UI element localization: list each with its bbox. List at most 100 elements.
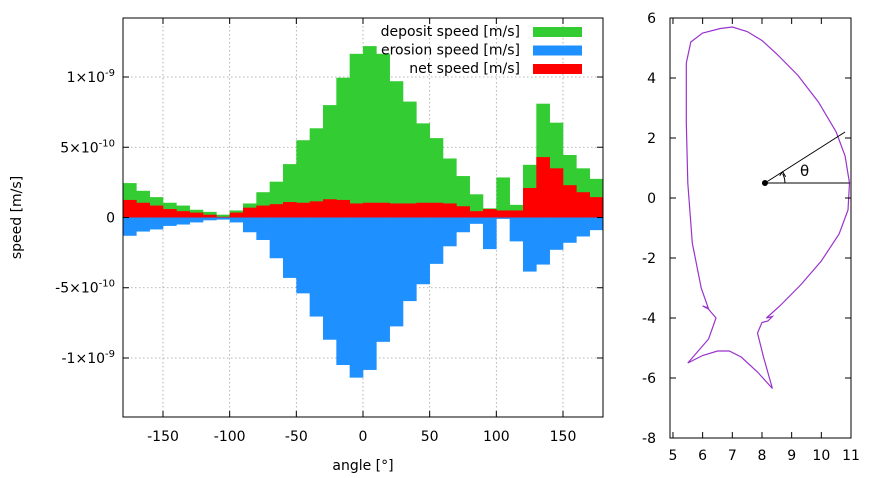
bar [563,217,577,243]
histogram-chart: -150 -100 -50 0 50 100 150 1×10-9 5×10-10 0 -5×10-… [9,17,604,474]
bar [389,203,404,218]
y-tick-label: 5×10-10 [60,138,115,156]
x-tick-label: 10 [812,448,830,464]
y-tick-label: 0 [647,191,656,207]
bar [429,138,444,218]
bar [216,216,230,218]
bar [403,101,417,218]
bar [323,217,337,340]
bar [589,217,604,231]
bar [243,217,257,233]
bar [376,53,390,218]
bar [189,217,204,223]
bar [389,217,404,327]
bar [256,205,270,218]
x-tick-label: 8 [758,448,767,464]
bar [216,217,230,220]
bar [309,201,324,218]
bar [136,202,150,218]
bar [576,217,590,237]
bar [443,158,457,218]
x-tick-label: -150 [147,429,179,445]
legend-swatch [533,45,582,56]
plot-frame [669,17,852,439]
x-tick-label: 6 [698,448,707,464]
bar [403,203,417,218]
bar [416,123,430,218]
angle-label: θ [800,162,809,180]
bar [203,217,217,221]
bar [549,217,564,250]
bar [176,217,190,225]
bar [363,202,377,218]
legend-label: deposit speed [m/s] [381,24,520,40]
bar [123,217,137,236]
bar [123,199,137,218]
bar [443,203,457,218]
y-tick-label: -5×10-10 [55,279,115,297]
bar [456,217,470,233]
bar [163,217,177,226]
bar [363,217,377,370]
bar [443,217,457,247]
bar [163,209,177,218]
legend-swatch [533,27,582,37]
x-tick-label: 9 [787,448,796,464]
legend-swatch [533,64,582,74]
bar [576,192,590,218]
x-tick-label: 11 [842,448,860,464]
bar [483,217,497,250]
bar [496,210,510,218]
y-axis-label: speed [m/s] [9,176,25,259]
series-2 [123,157,604,218]
bar [376,217,390,342]
series-1 [123,217,604,378]
x-tick-label: -100 [214,429,246,445]
bar [363,46,377,218]
bar [523,187,537,218]
bar [336,217,350,366]
y-tick-label: 2 [647,131,656,147]
bar [336,199,350,218]
y-tick-label: -6 [642,371,656,387]
bar [323,199,337,218]
bar [469,211,484,218]
legend-label: net speed [m/s] [409,61,520,77]
x-axis-label: angle [°] [332,458,393,474]
x-tick-label: 7 [728,448,737,464]
bar [296,202,310,218]
bar [536,157,550,218]
outline-curve [685,26,851,389]
bar [189,212,204,218]
bar [243,207,257,218]
bar [549,168,564,218]
bar [136,217,150,232]
bar [296,140,310,218]
y-tick-label: -2 [642,251,656,267]
bar [496,177,510,218]
bar [509,210,524,218]
x-tick-label: 150 [550,429,577,445]
center-point [761,180,768,186]
angle-ray [764,131,846,184]
outline-chart: θ 5 6 7 8 9 10 11 6 4 2 0 -2 -4 -6 -8 [642,11,860,464]
bar [149,217,164,230]
bar [269,204,284,218]
bar [563,185,577,218]
bar [229,217,244,223]
bar [403,217,417,302]
bar [283,217,297,278]
legend-label: erosion speed [m/s] [381,43,520,59]
bar [416,202,430,218]
bar [336,77,350,218]
bar [496,217,510,219]
bar [349,217,364,378]
y-tick-label: -8 [642,431,656,447]
legend: deposit speed [m/s] erosion speed [m/s] ne… [381,24,582,77]
x-tick-label: -50 [285,429,308,445]
angle-arrowhead [779,170,787,177]
bar [203,214,217,218]
y-tick-label: 0 [106,211,115,227]
bar [416,217,430,285]
